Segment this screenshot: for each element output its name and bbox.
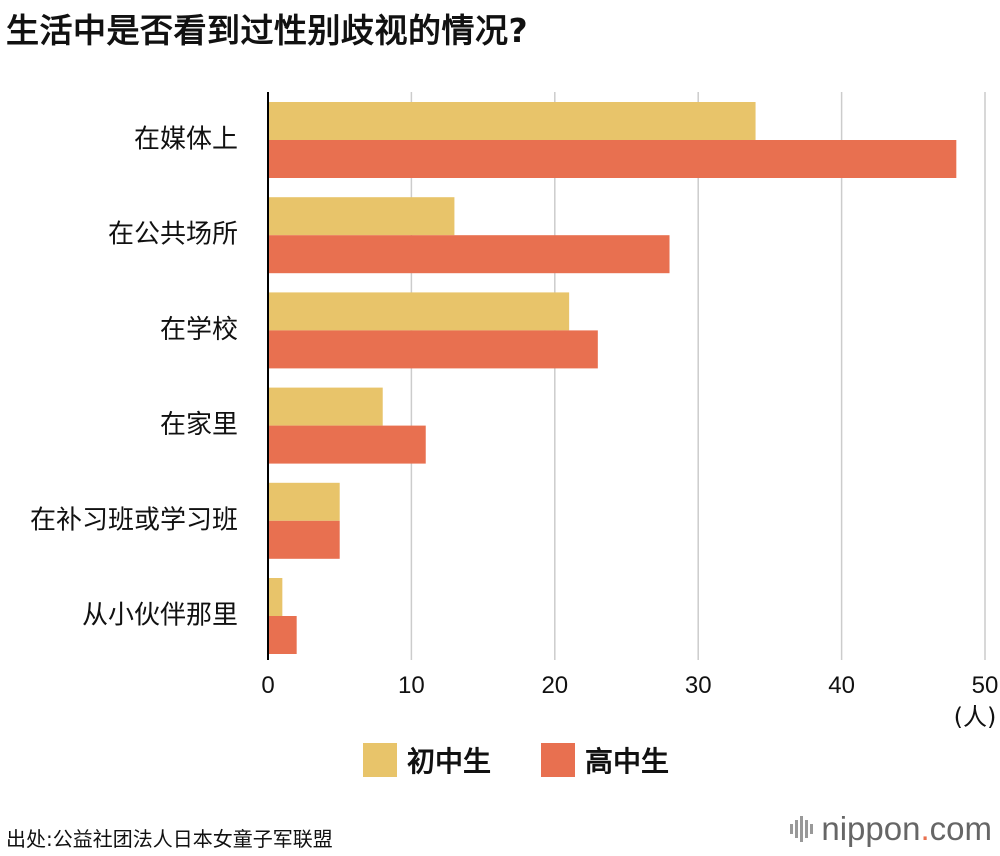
bar-senior-2 — [268, 330, 598, 369]
legend-label-junior: 初中生 — [407, 745, 492, 778]
x-tick-label-40: 40 — [828, 672, 855, 699]
x-tick-label-30: 30 — [685, 672, 712, 699]
x-unit-label: (人) — [954, 703, 997, 730]
wave-icon — [790, 816, 815, 842]
source-note: 出处:公益社团法人日本女童子军联盟 — [6, 827, 333, 851]
nippon-logo: nippon. com — [790, 810, 992, 848]
category-label-4: 在补习班或学习班 — [30, 505, 238, 535]
bar-junior-0 — [268, 102, 756, 140]
category-label-2: 在学校 — [160, 315, 238, 345]
bar-senior-4 — [268, 520, 340, 559]
bar-junior-1 — [268, 197, 455, 236]
legend-item-senior: 高中生 — [541, 740, 669, 780]
category-label-1: 在公共场所 — [108, 220, 238, 250]
brand-name: nippon — [821, 810, 921, 847]
brand-suffix: com — [929, 810, 992, 847]
brand-dot: . — [920, 810, 930, 847]
category-label-3: 在家里 — [160, 410, 238, 440]
bar-senior-0 — [268, 140, 957, 178]
bar-junior-4 — [268, 482, 340, 521]
bar-junior-3 — [268, 387, 383, 426]
bar-junior-2 — [268, 292, 570, 331]
bar-senior-3 — [268, 425, 426, 464]
legend-swatch-senior — [541, 743, 576, 777]
category-label-0: 在媒体上 — [134, 125, 238, 155]
x-tick-label-0: 0 — [261, 672, 274, 699]
chart-title: 生活中是否看到过性别歧视的情况? — [6, 11, 529, 50]
x-tick-label-20: 20 — [541, 672, 568, 699]
x-tick-label-10: 10 — [398, 672, 425, 699]
category-label-5: 从小伙伴那里 — [82, 601, 238, 631]
bar-junior-5 — [268, 578, 283, 616]
legend-label-senior: 高中生 — [585, 745, 670, 778]
legend-swatch-junior — [363, 743, 397, 777]
bar-senior-5 — [268, 616, 297, 654]
legend-item-junior: 初中生 — [363, 740, 491, 780]
legend: 初中生 高中生 — [363, 740, 719, 780]
x-tick-label-50: 50 — [972, 672, 999, 699]
bar-senior-1 — [268, 235, 670, 274]
